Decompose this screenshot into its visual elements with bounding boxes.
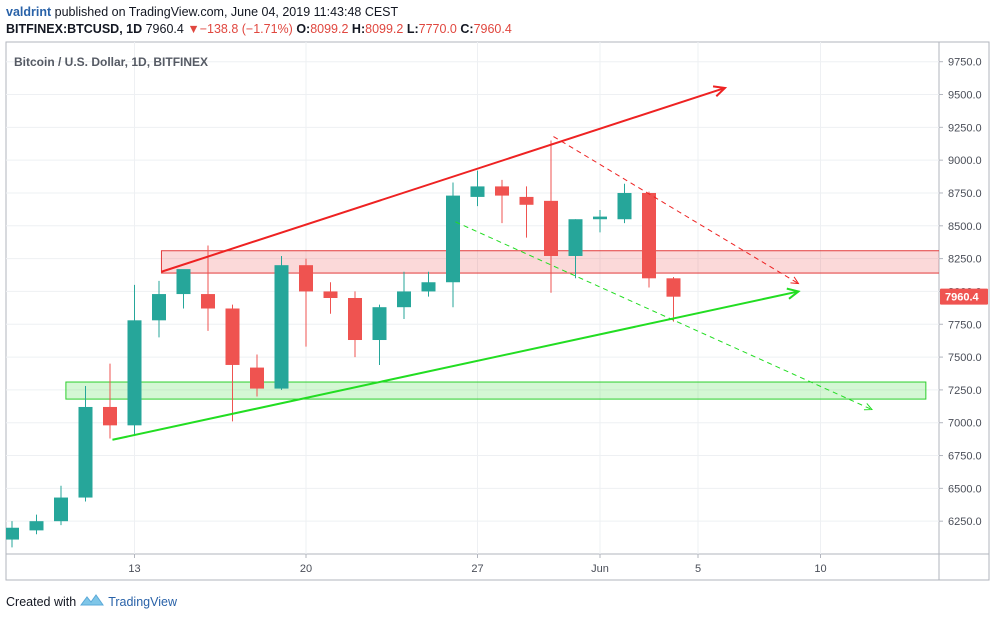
low-value: 7770.0 [418, 22, 457, 36]
candle-up [446, 195, 460, 283]
footer: Created with TradingView [6, 593, 177, 610]
candle-up [274, 265, 289, 389]
y-tick-label: 9750.0 [948, 57, 982, 69]
y-tick-label: 7000.0 [948, 418, 982, 430]
low-label: L: [406, 22, 419, 36]
high-label: H: [351, 22, 366, 36]
close-value: 7960.4 [473, 22, 512, 36]
symbol-name: BITFINEX:BTCUSD, 1D [6, 22, 143, 36]
candle-up [593, 216, 607, 220]
candle-up [372, 307, 387, 341]
symbol-info: BITFINEX:BTCUSD, 1D 7960.4 ▼−138.8 (−1.7… [6, 22, 512, 36]
y-tick-label: 9250.0 [948, 122, 982, 134]
open-value: 8099.2 [310, 22, 349, 36]
trendlines [112, 85, 873, 441]
upper-red-arrowhead [712, 85, 728, 97]
candle-down [103, 406, 117, 426]
green-dashed-trendline [455, 221, 873, 411]
y-tick-label: 8750.0 [948, 188, 982, 200]
candle-down [519, 196, 534, 205]
author-name[interactable]: valdrint [6, 5, 52, 19]
candle-down [666, 278, 681, 297]
zones [65, 250, 939, 400]
x-tick-label: 13 [128, 563, 140, 575]
candle-down [348, 298, 362, 341]
last-price-label: 7960.4 [945, 292, 980, 304]
publish-info: valdrint published on TradingView.com, J… [6, 5, 398, 19]
close-label: C: [460, 22, 474, 36]
y-tick-label: 7750.0 [948, 319, 982, 331]
candle-up [6, 527, 19, 540]
candle-down [225, 308, 240, 365]
candle-down [201, 294, 215, 309]
y-tick-label: 8250.0 [948, 254, 982, 266]
y-tick-label: 6750.0 [948, 451, 982, 463]
red-dashed-arrowhead [790, 276, 800, 285]
y-tick-label: 6250.0 [948, 516, 982, 528]
open-label: O: [296, 22, 311, 36]
candle-up [78, 406, 93, 498]
lower-green-trendline [112, 290, 799, 441]
y-tick-label: 9000.0 [948, 155, 982, 167]
high-value: 8099.2 [365, 22, 404, 36]
upper-red-trendline [161, 86, 726, 273]
x-tick-label: 5 [695, 563, 701, 575]
last-value: 7960.4 [145, 22, 184, 36]
candle-up [152, 294, 166, 321]
y-tick-label: 8500.0 [948, 221, 982, 233]
candle-up [176, 269, 191, 295]
x-tick-label: Jun [591, 563, 609, 575]
candle-up [127, 320, 142, 426]
candle-up [421, 282, 436, 292]
y-tick-label: 9500.0 [948, 90, 982, 102]
candle-up [470, 186, 485, 197]
x-tick-label: 20 [300, 563, 312, 575]
time-axis: 13 20 27 Jun 5 10 [128, 554, 827, 575]
published-text: published on TradingView.com, June 04, 2… [54, 5, 399, 19]
plot-frame [5, 41, 990, 581]
candle-down [299, 265, 313, 292]
resistance-zone [160, 250, 939, 274]
tradingview-logo-icon [80, 593, 105, 610]
x-tick-label: 10 [814, 563, 826, 575]
change-value: −138.8 (−1.71%) [199, 22, 293, 36]
candle-down [642, 192, 656, 279]
green-dashed-arrowhead [863, 403, 873, 411]
y-tick-label: 7250.0 [948, 385, 982, 397]
lower-green-arrowhead [786, 287, 801, 300]
y-tick-label: 7500.0 [948, 352, 982, 364]
down-triangle-icon: ▼ [187, 22, 200, 36]
candle-down [544, 200, 558, 256]
candle-down [495, 186, 509, 196]
tradingview-brand[interactable]: TradingView [108, 594, 177, 609]
created-with-text: Created with [6, 594, 77, 609]
last-price-tag: 7960.4 [940, 288, 988, 305]
x-tick-label: 27 [471, 563, 483, 575]
candles [6, 140, 681, 548]
y-tick-label: 6500.0 [948, 483, 982, 495]
candle-up [54, 497, 68, 522]
red-dashed-trendline [553, 136, 799, 284]
candle-down [323, 291, 338, 298]
candle-up [568, 219, 583, 256]
candle-down [250, 367, 264, 389]
grid [6, 42, 939, 554]
candle-up [617, 192, 632, 220]
candle-up [397, 291, 411, 308]
chart-title: Bitcoin / U.S. Dollar, 1D, BITFINEX [14, 55, 208, 69]
support-zone [65, 381, 927, 400]
candle-up [29, 521, 44, 531]
